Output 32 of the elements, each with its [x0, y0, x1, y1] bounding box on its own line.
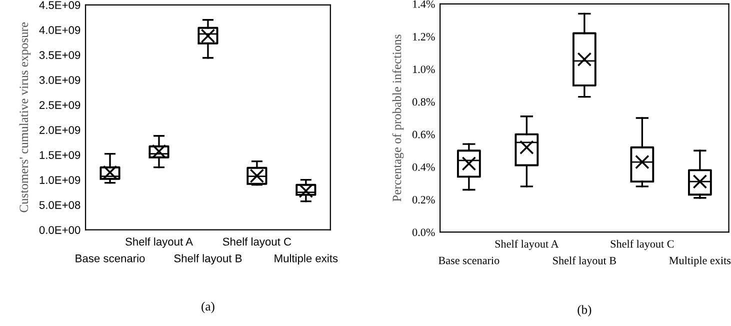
y-tick-label: 2.0E+09: [40, 126, 80, 134]
y-tick-label: 3.0E+09: [39, 76, 80, 84]
x-tick-label: Multiple exits: [274, 254, 338, 264]
y-axis-title: Percentage of probable infections: [392, 34, 404, 202]
x-tick-label: Shelf layout A: [126, 237, 193, 248]
y-tick-label: 0.8%: [412, 98, 435, 106]
y-tick-label: 4.5E+09: [39, 1, 80, 10]
y-tick-label: 0.0E+00: [39, 226, 80, 234]
y-tick-label: 0.6%: [412, 130, 435, 138]
x-tick-label: Base scenario: [438, 256, 500, 264]
y-tick-label: 0.2%: [412, 196, 435, 204]
x-tick-label: Shelf layout A: [495, 240, 559, 250]
x-tick-label: Shelf layout B: [553, 256, 616, 267]
y-tick-label: 1.0%: [413, 66, 435, 74]
y-tick-label: 1.0E+09: [40, 176, 80, 184]
x-tick-label: Shelf layout C: [610, 240, 674, 250]
y-axis-title: Customers' cumulative virus exposure: [19, 22, 31, 212]
x-tick-label: Shelf layout B: [174, 254, 242, 264]
y-tick-label: 0.0%: [412, 228, 435, 236]
y-tick-label: 0.4%: [412, 163, 435, 171]
y-tick-label: 3.5E+09: [39, 51, 80, 60]
text: (a): [202, 302, 214, 314]
y-tick-label: 5.0E+08: [39, 201, 80, 209]
y-tick-label: 4.0E+09: [39, 26, 80, 34]
x-tick-label: Shelf layout C: [222, 237, 292, 248]
y-tick-label: 1.4%: [413, 0, 435, 8]
x-tick-label: Multiple exits: [669, 256, 731, 266]
y-tick-label: 1.2%: [413, 32, 435, 41]
y-tick-label: 2.5E+09: [40, 101, 80, 109]
x-tick-label: Base scenario: [76, 254, 145, 262]
text: (b): [578, 305, 592, 316]
y-tick-label: 1.5E+09: [40, 151, 80, 159]
